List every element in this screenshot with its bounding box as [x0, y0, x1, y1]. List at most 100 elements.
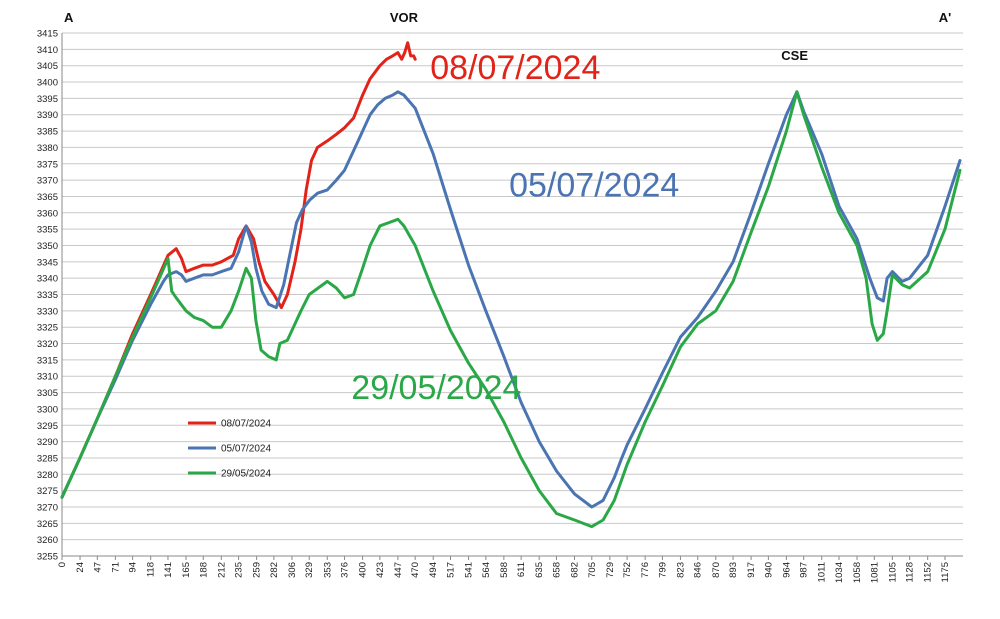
x-tick-label: 1152	[923, 562, 934, 582]
legend-entry: 29/05/2024	[221, 469, 271, 480]
x-tick-label: 870	[711, 562, 722, 578]
x-tick-label: 729	[605, 562, 616, 578]
y-tick-label: 3335	[37, 290, 58, 301]
y-tick-label: 3255	[37, 552, 58, 563]
x-tick-label: 329	[304, 562, 315, 578]
x-tick-label: 682	[569, 562, 580, 578]
y-tick-label: 3410	[37, 45, 58, 56]
x-tick-label: 752	[622, 562, 633, 578]
y-tick-label: 3395	[37, 94, 58, 105]
x-tick-label: 212	[216, 562, 227, 578]
y-axis-ticks: 3255 3260 3265 3270 3275 3280 3285 3290 3295 3300…	[37, 29, 58, 563]
series-date-label: 29/05/2024	[351, 369, 521, 407]
y-tick-label: 3345	[37, 257, 58, 268]
legend-entry: 05/07/2024	[221, 444, 271, 455]
x-tick-label: 799	[657, 562, 668, 578]
x-tick-label: 470	[410, 562, 421, 578]
annotation-label: VOR	[390, 10, 419, 25]
x-tick-label: 165	[181, 562, 192, 578]
y-tick-label: 3320	[37, 339, 58, 350]
x-tick-label: 611	[516, 562, 527, 577]
x-tick-label: 1128	[905, 562, 916, 582]
axes	[61, 33, 963, 557]
x-tick-label: 658	[551, 562, 562, 578]
y-tick-label: 3330	[37, 306, 58, 317]
x-tick-label: 235	[234, 562, 245, 578]
x-tick-label: 964	[781, 562, 792, 578]
x-tick-label: 447	[393, 562, 404, 578]
y-tick-label: 3315	[37, 355, 58, 366]
x-tick-label: 1175	[940, 562, 951, 582]
x-tick-label: 1105	[887, 562, 898, 582]
x-tick-label: 1011	[817, 562, 828, 582]
y-tick-label: 3375	[37, 159, 58, 170]
y-tick-label: 3415	[37, 29, 58, 40]
y-tick-label: 3285	[37, 453, 58, 464]
y-tick-label: 3350	[37, 241, 58, 252]
x-tick-label: 71	[110, 562, 121, 573]
x-tick-label: 917	[746, 562, 757, 578]
x-tick-label: 376	[340, 562, 351, 578]
annotations: A VOR A' CSE	[64, 10, 951, 63]
x-tick-label: 400	[358, 562, 369, 578]
legend: 08/07/2024 05/07/2024 29/05/2024	[188, 419, 271, 480]
x-tick-label: 635	[534, 562, 545, 578]
y-tick-label: 3305	[37, 388, 58, 399]
annotation-label: CSE	[781, 48, 808, 63]
y-tick-label: 3355	[37, 225, 58, 236]
x-tick-label: 1081	[869, 562, 880, 583]
x-tick-label: 564	[481, 562, 492, 578]
y-tick-label: 3275	[37, 486, 58, 497]
series-line-3	[60, 90, 962, 529]
annotation-label: A'	[939, 10, 951, 25]
y-tick-label: 3400	[37, 78, 58, 89]
annotation-label: A	[64, 10, 74, 25]
x-tick-label: 94	[128, 562, 139, 573]
y-tick-label: 3295	[37, 421, 58, 432]
series-labels: 08/07/2024 05/07/2024 29/05/2024	[351, 49, 679, 407]
y-tick-label: 3280	[37, 470, 58, 481]
x-tick-label: 940	[763, 562, 774, 578]
x-tick-label: 1058	[852, 562, 863, 583]
y-tick-label: 3300	[37, 404, 58, 415]
y-tick-label: 3360	[37, 208, 58, 219]
x-tick-label: 353	[322, 562, 333, 578]
x-tick-label: 306	[287, 562, 298, 578]
y-tick-label: 3390	[37, 110, 58, 121]
x-tick-label: 823	[675, 562, 686, 578]
x-tick-label: 0	[57, 562, 68, 567]
y-tick-label: 3385	[37, 127, 58, 138]
y-tick-label: 3260	[37, 535, 58, 546]
y-tick-label: 3405	[37, 61, 58, 72]
y-tick-label: 3290	[37, 437, 58, 448]
x-tick-label: 588	[499, 562, 510, 578]
series-line-1	[60, 41, 417, 499]
legend-entry: 08/07/2024	[221, 419, 271, 430]
y-tick-label: 3365	[37, 192, 58, 203]
y-tick-label: 3380	[37, 143, 58, 154]
x-tick-label: 47	[92, 562, 103, 573]
x-tick-label: 494	[428, 562, 439, 578]
x-tick-label: 188	[198, 562, 209, 578]
x-tick-label: 259	[252, 562, 263, 578]
x-tick-label: 118	[146, 562, 157, 577]
y-tick-label: 3370	[37, 176, 58, 187]
x-tick-label: 987	[799, 562, 810, 578]
x-tick-label: 541	[464, 562, 475, 578]
x-axis-ticks: 0 24 47 71 94 118 141 165 188 212 235 259 282 306 329 3…	[57, 556, 951, 583]
series-date-label: 05/07/2024	[509, 166, 679, 204]
x-tick-label: 24	[75, 562, 86, 573]
x-tick-label: 141	[163, 562, 174, 578]
series-date-label: 08/07/2024	[430, 49, 600, 87]
x-tick-label: 282	[269, 562, 280, 578]
x-tick-label: 1034	[834, 562, 845, 583]
x-tick-label: 705	[587, 562, 598, 578]
y-tick-label: 3265	[37, 519, 58, 530]
y-tick-label: 3270	[37, 502, 58, 513]
y-tick-label: 3340	[37, 274, 58, 285]
x-tick-label: 776	[640, 562, 651, 578]
x-tick-label: 423	[375, 562, 386, 578]
series-lines	[60, 41, 962, 529]
